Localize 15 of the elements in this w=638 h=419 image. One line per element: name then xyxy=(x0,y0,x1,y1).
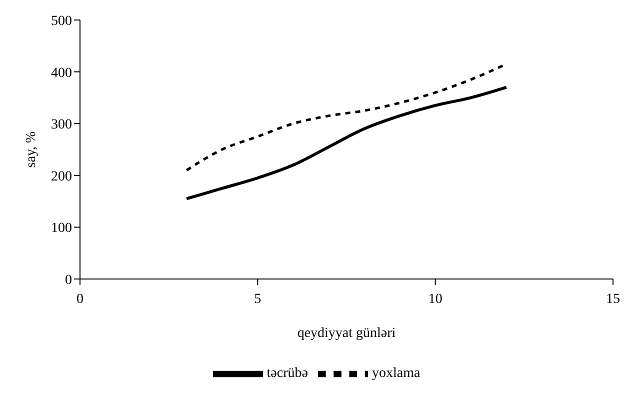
y-tick-label: 100 xyxy=(51,221,72,236)
y-tick-label: 300 xyxy=(51,118,72,133)
y-axis-title: say, % xyxy=(24,130,39,168)
legend-label: təcrübə xyxy=(266,366,308,382)
x-tick-label: 0 xyxy=(76,292,84,307)
x-tick-label: 5 xyxy=(254,292,262,307)
legend-label: yoxlama xyxy=(372,366,420,382)
x-tick-label: 10 xyxy=(428,292,442,307)
x-axis-title: qeydiyyat günləri xyxy=(297,326,396,341)
y-tick-label: 0 xyxy=(65,272,72,288)
line-series xyxy=(185,86,508,200)
y-tick-label: 400 xyxy=(51,66,72,81)
y-tick-label: 500 xyxy=(51,14,72,29)
y-tick-label: 200 xyxy=(51,169,72,184)
x-tick-label: 15 xyxy=(606,292,620,307)
